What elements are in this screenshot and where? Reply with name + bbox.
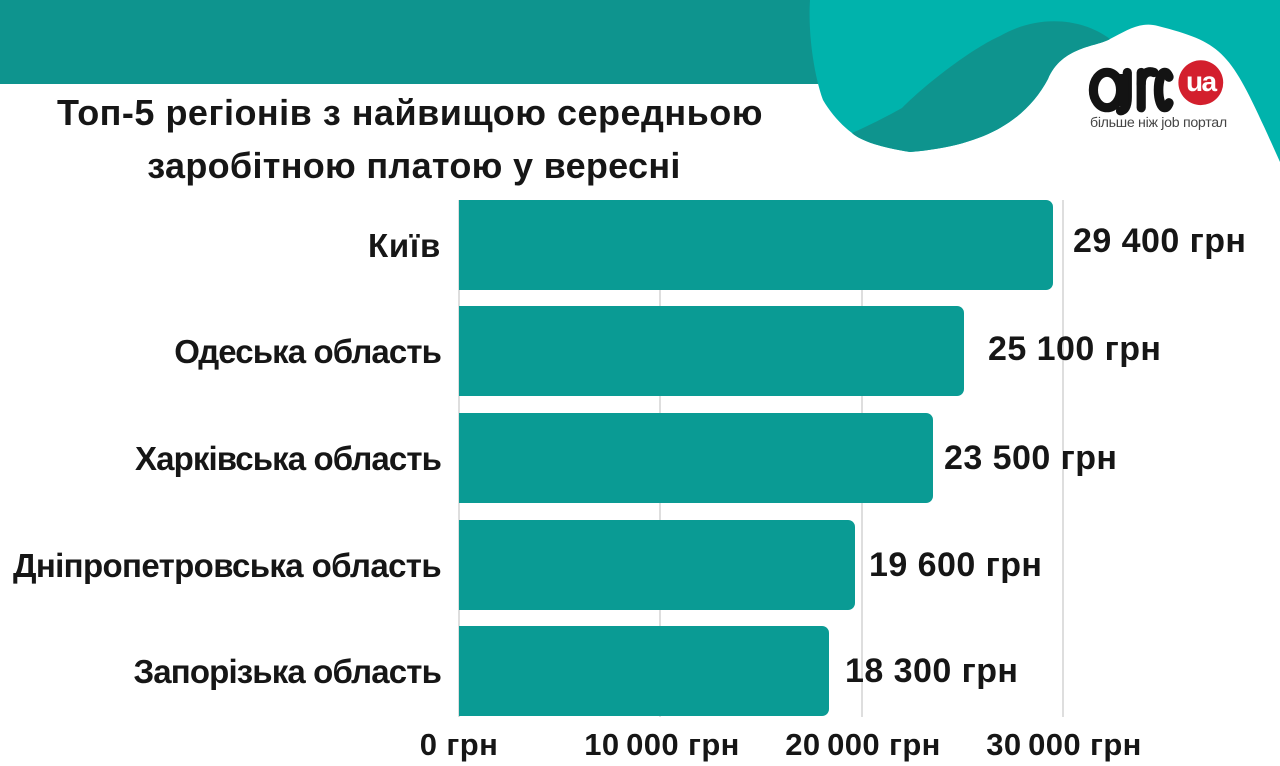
svg-text:ua: ua — [1186, 66, 1218, 97]
